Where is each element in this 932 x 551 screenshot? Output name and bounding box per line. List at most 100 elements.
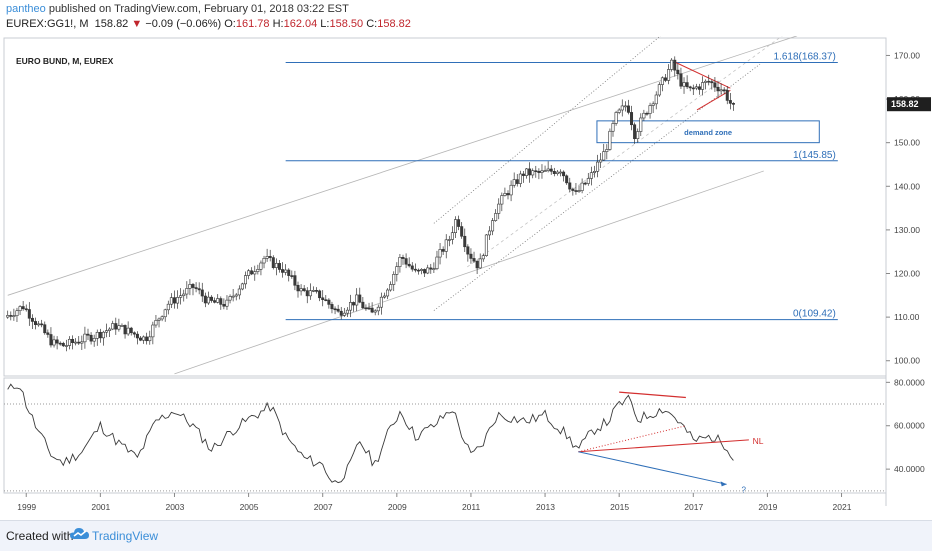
- last-price: 158.82: [94, 18, 129, 30]
- candle: [324, 299, 328, 301]
- candle: [105, 330, 109, 333]
- candle: [682, 82, 686, 87]
- candle: [469, 253, 473, 259]
- tradingview-cloud-icon[interactable]: [70, 525, 90, 543]
- candle: [416, 269, 420, 272]
- candle: [605, 149, 609, 152]
- candle: [719, 89, 723, 92]
- candle: [528, 168, 532, 176]
- candle: [472, 258, 476, 262]
- candle: [626, 105, 630, 113]
- candle: [305, 290, 309, 297]
- candle: [321, 297, 325, 300]
- time-tick-label: 2007: [314, 502, 333, 512]
- candle: [259, 262, 263, 270]
- candle: [6, 315, 10, 318]
- candle: [216, 298, 220, 303]
- candle: [525, 168, 529, 176]
- candle: [549, 168, 553, 172]
- candle: [540, 170, 544, 173]
- candle: [55, 339, 59, 344]
- publish-info: pantheo published on TradingView.com, Fe…: [6, 3, 349, 15]
- candle: [599, 159, 603, 163]
- wedge-bottom: [696, 89, 731, 111]
- tradingview-brand[interactable]: TradingView: [92, 529, 159, 543]
- chart-area[interactable]: EURO BUND, M, EUREX 100.00 110.00 120.00 13…: [0, 36, 932, 520]
- candle: [284, 269, 288, 273]
- candle: [290, 275, 294, 277]
- candle: [592, 171, 596, 173]
- long-channel-bottom: [174, 170, 764, 375]
- rsi-dotted-trendline: [578, 425, 687, 453]
- candle: [188, 284, 192, 289]
- publish-text: published on TradingView.com, February 0…: [45, 3, 349, 15]
- candle: [219, 298, 223, 305]
- price-tick-label: 140.00: [894, 181, 920, 191]
- candle: [281, 269, 285, 273]
- candle: [83, 333, 87, 343]
- candle: [148, 336, 152, 342]
- candle: [574, 190, 578, 192]
- candle: [182, 293, 186, 297]
- candle: [108, 328, 112, 331]
- candle: [633, 124, 637, 140]
- candle: [475, 260, 479, 269]
- time-tick-label: 2015: [610, 502, 629, 512]
- candle: [268, 256, 272, 258]
- candle: [704, 80, 708, 83]
- candle: [685, 82, 689, 88]
- candle: [586, 178, 590, 184]
- candle: [299, 288, 303, 292]
- candle: [552, 171, 556, 174]
- candle: [86, 333, 90, 336]
- candle: [342, 312, 346, 316]
- steep-channel-bottom: [433, 63, 761, 311]
- candle: [271, 257, 275, 268]
- candle: [707, 80, 711, 83]
- price-tick-label: 100.00: [894, 356, 920, 366]
- candle: [546, 168, 550, 171]
- demand-zone-box: [596, 120, 820, 144]
- fib-level-label: 1(145.85): [793, 150, 836, 161]
- candle: [651, 103, 655, 106]
- candle: [58, 342, 62, 345]
- candle: [18, 306, 22, 312]
- candle: [348, 302, 352, 311]
- candle: [487, 230, 491, 236]
- price-pane[interactable]: [3, 37, 887, 377]
- candle: [9, 315, 13, 317]
- steep-channel-top: [433, 36, 661, 224]
- candle: [423, 269, 427, 274]
- candle: [503, 193, 507, 196]
- candle: [623, 105, 627, 108]
- symbol-label[interactable]: EUREX:GG1!, M: [6, 18, 89, 30]
- candle: [64, 345, 68, 347]
- candle: [210, 296, 214, 301]
- candle: [630, 112, 634, 126]
- candle: [169, 297, 173, 305]
- candle: [688, 86, 692, 89]
- candle: [163, 309, 167, 318]
- candle: [315, 290, 319, 292]
- chart-header: pantheo published on TradingView.com, Fe…: [0, 0, 932, 36]
- candle: [311, 290, 315, 292]
- rsi-pane[interactable]: [3, 377, 887, 494]
- candle: [203, 295, 207, 304]
- candle: [101, 331, 105, 339]
- rsi-series: [7, 383, 749, 487]
- candle: [114, 323, 118, 330]
- candle: [725, 90, 729, 101]
- candle: [398, 257, 402, 267]
- candle: [117, 325, 121, 330]
- author-link[interactable]: pantheo: [6, 3, 46, 15]
- candle: [185, 288, 189, 295]
- change-value: −0.09 (−0.06%): [145, 18, 222, 30]
- time-tick-label: 2019: [758, 502, 777, 512]
- candle: [80, 341, 84, 344]
- candle: [52, 339, 56, 346]
- candle: [642, 112, 646, 119]
- price-tick-label: 110.00: [894, 312, 920, 322]
- candle: [571, 188, 575, 191]
- time-tick-label: 1999: [17, 502, 36, 512]
- candle: [302, 288, 306, 291]
